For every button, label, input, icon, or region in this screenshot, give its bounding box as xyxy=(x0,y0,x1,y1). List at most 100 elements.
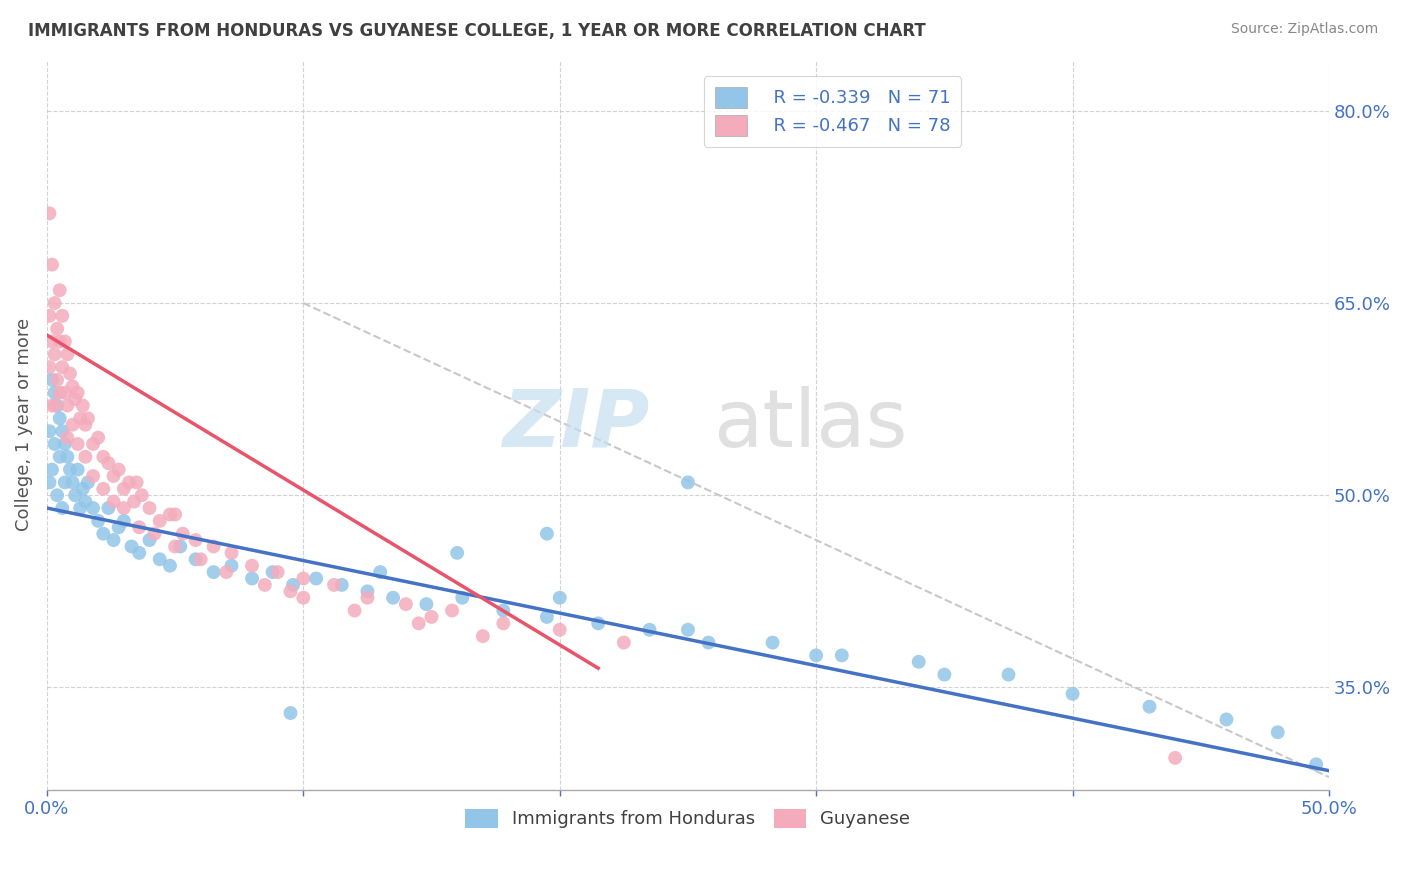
Point xyxy=(138,501,160,516)
Point xyxy=(446,546,468,560)
Point xyxy=(240,572,263,586)
Point xyxy=(190,552,212,566)
Text: ZIP: ZIP xyxy=(502,385,650,464)
Point xyxy=(330,578,353,592)
Point xyxy=(46,373,69,387)
Point xyxy=(395,597,418,611)
Text: Source: ZipAtlas.com: Source: ZipAtlas.com xyxy=(1230,22,1378,37)
Point xyxy=(51,309,73,323)
Point xyxy=(46,399,69,413)
Point xyxy=(44,437,66,451)
Point xyxy=(72,399,94,413)
Legend: Immigrants from Honduras, Guyanese: Immigrants from Honduras, Guyanese xyxy=(458,802,918,836)
Point xyxy=(305,572,328,586)
Point xyxy=(112,514,135,528)
Point xyxy=(368,565,391,579)
Point xyxy=(697,635,720,649)
Point xyxy=(82,437,104,451)
Point xyxy=(159,508,181,522)
Point xyxy=(415,597,437,611)
Point xyxy=(56,431,79,445)
Point xyxy=(997,667,1019,681)
Point xyxy=(77,411,100,425)
Point xyxy=(292,591,315,605)
Point xyxy=(51,501,73,516)
Y-axis label: College, 1 year or more: College, 1 year or more xyxy=(15,318,32,532)
Point xyxy=(56,450,79,464)
Point xyxy=(262,565,284,579)
Point xyxy=(536,526,558,541)
Point xyxy=(41,399,63,413)
Point xyxy=(56,399,79,413)
Point xyxy=(107,462,129,476)
Point xyxy=(831,648,853,663)
Point xyxy=(91,450,114,464)
Point xyxy=(112,501,135,516)
Point xyxy=(613,635,636,649)
Point xyxy=(548,623,571,637)
Point xyxy=(112,482,135,496)
Point xyxy=(1305,757,1327,772)
Point xyxy=(676,475,699,490)
Point xyxy=(46,321,69,335)
Point xyxy=(66,437,89,451)
Point xyxy=(72,482,94,496)
Point xyxy=(51,424,73,438)
Point xyxy=(125,475,148,490)
Point xyxy=(451,591,474,605)
Point xyxy=(62,475,84,490)
Point xyxy=(48,450,70,464)
Point xyxy=(97,456,120,470)
Point xyxy=(69,411,91,425)
Point xyxy=(62,379,84,393)
Point xyxy=(48,334,70,349)
Point xyxy=(59,462,82,476)
Point xyxy=(1215,713,1237,727)
Point xyxy=(44,385,66,400)
Point xyxy=(253,578,276,592)
Point xyxy=(38,206,60,220)
Point xyxy=(41,258,63,272)
Point xyxy=(202,540,225,554)
Point xyxy=(53,475,76,490)
Point xyxy=(62,417,84,432)
Point xyxy=(38,424,60,438)
Point xyxy=(165,508,187,522)
Point xyxy=(676,623,699,637)
Point xyxy=(169,540,191,554)
Point xyxy=(128,546,150,560)
Point xyxy=(548,591,571,605)
Point xyxy=(59,367,82,381)
Point xyxy=(149,514,172,528)
Point xyxy=(82,469,104,483)
Point xyxy=(638,623,661,637)
Point xyxy=(69,501,91,516)
Point xyxy=(41,462,63,476)
Point xyxy=(536,610,558,624)
Point xyxy=(63,488,86,502)
Point xyxy=(44,347,66,361)
Point xyxy=(184,552,207,566)
Point xyxy=(165,540,187,554)
Point xyxy=(91,482,114,496)
Point xyxy=(221,546,243,560)
Point xyxy=(103,469,125,483)
Point xyxy=(215,565,238,579)
Point xyxy=(121,540,143,554)
Point xyxy=(87,431,110,445)
Point xyxy=(63,392,86,406)
Point xyxy=(280,706,302,720)
Point xyxy=(97,501,120,516)
Point xyxy=(471,629,494,643)
Point xyxy=(103,494,125,508)
Point xyxy=(82,501,104,516)
Point xyxy=(91,526,114,541)
Point xyxy=(128,520,150,534)
Point xyxy=(51,360,73,375)
Point xyxy=(382,591,405,605)
Point xyxy=(184,533,207,547)
Point xyxy=(53,334,76,349)
Point xyxy=(266,565,288,579)
Point xyxy=(492,603,515,617)
Point xyxy=(420,610,443,624)
